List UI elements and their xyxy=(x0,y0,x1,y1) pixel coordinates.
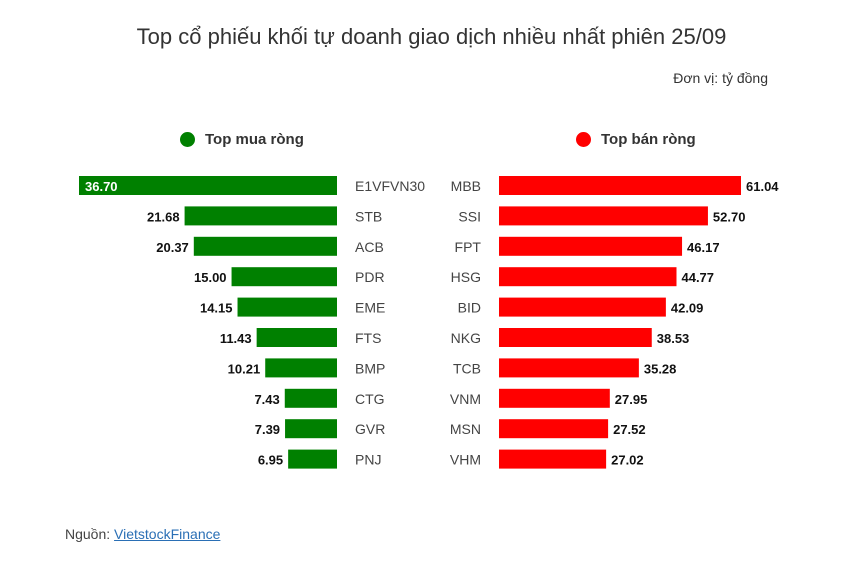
buy-value-label: 6.95 xyxy=(258,453,283,468)
sell-value-label: 38.53 xyxy=(657,331,690,346)
sell-value-label: 61.04 xyxy=(746,179,779,194)
buy-bar xyxy=(193,236,337,256)
buy-category-label: GVR xyxy=(355,421,385,437)
buy-bar xyxy=(184,206,337,226)
sell-bar xyxy=(499,358,639,378)
buy-bar xyxy=(285,419,337,439)
sell-value-label: 52.70 xyxy=(713,209,746,224)
sell-value-label: 42.09 xyxy=(671,301,704,316)
buy-category-label: ACB xyxy=(355,239,384,255)
sell-bar xyxy=(499,206,708,226)
buy-value-label: 36.70 xyxy=(85,179,118,194)
legend-sell-dot-icon xyxy=(576,132,591,147)
buy-category-label: E1VFVN30 xyxy=(355,178,425,194)
sell-category-label: TCB xyxy=(453,360,481,376)
sell-category-label: MBB xyxy=(451,178,481,194)
source-prefix: Nguồn: xyxy=(65,526,115,542)
buy-value-label: 7.39 xyxy=(255,422,280,437)
buy-value-label: 20.37 xyxy=(156,240,189,255)
sell-category-label: NKG xyxy=(451,330,481,346)
sell-bar xyxy=(499,297,666,317)
sell-category-label: VHM xyxy=(450,452,481,468)
buy-category-label: EME xyxy=(355,300,385,316)
source-link[interactable]: VietstockFinance xyxy=(114,526,221,542)
buy-bar xyxy=(256,328,337,347)
sell-bar xyxy=(499,176,741,195)
sell-bar xyxy=(499,419,609,439)
sell-value-label: 46.17 xyxy=(687,240,720,255)
sell-bar xyxy=(499,267,677,287)
buy-bar xyxy=(288,449,337,469)
sell-category-label: BID xyxy=(458,300,481,316)
sell-value-label: 27.95 xyxy=(615,392,648,407)
sell-category-label: MSN xyxy=(450,421,481,437)
source-line: Nguồn: VietstockFinance xyxy=(65,526,220,542)
legend-buy: Top mua ròng xyxy=(180,131,304,148)
buy-value-label: 14.15 xyxy=(200,301,233,316)
legend-buy-dot-icon xyxy=(180,132,195,147)
buy-category-label: PNJ xyxy=(355,452,381,468)
sell-category-label: SSI xyxy=(458,208,481,224)
sell-bar xyxy=(499,236,683,256)
buy-bar xyxy=(237,297,337,317)
sell-bar xyxy=(499,388,610,408)
buy-category-label: BMP xyxy=(355,360,385,376)
sell-category-label: HSG xyxy=(451,269,481,285)
sell-bar xyxy=(499,449,607,469)
sell-value-label: 27.02 xyxy=(611,453,644,468)
buy-bar xyxy=(79,176,337,195)
buy-value-label: 21.68 xyxy=(147,209,180,224)
sell-value-label: 27.52 xyxy=(613,422,646,437)
legend-sell: Top bán ròng xyxy=(576,131,696,148)
buy-value-label: 10.21 xyxy=(228,361,261,376)
sell-value-label: 35.28 xyxy=(644,361,677,376)
legend-buy-label: Top mua ròng xyxy=(205,131,304,148)
legend-sell-label: Top bán ròng xyxy=(601,131,696,148)
buy-value-label: 7.43 xyxy=(254,392,279,407)
buy-value-label: 15.00 xyxy=(194,270,227,285)
buy-bar xyxy=(284,388,337,408)
sell-category-label: FPT xyxy=(455,239,482,255)
sell-value-label: 44.77 xyxy=(681,270,714,285)
sell-category-label: VNM xyxy=(450,391,481,407)
chart-title: Top cổ phiếu khối tự doanh giao dịch nhi… xyxy=(136,24,727,49)
unit-label: Đơn vị: tỷ đồng xyxy=(673,70,768,86)
buy-category-label: STB xyxy=(355,208,382,224)
buy-category-label: PDR xyxy=(355,269,385,285)
buy-bar xyxy=(265,358,337,378)
sell-bar xyxy=(499,328,652,347)
buy-value-label: 11.43 xyxy=(220,331,252,346)
buy-category-label: FTS xyxy=(355,330,381,346)
buy-bar xyxy=(231,267,337,287)
buy-category-label: CTG xyxy=(355,391,385,407)
